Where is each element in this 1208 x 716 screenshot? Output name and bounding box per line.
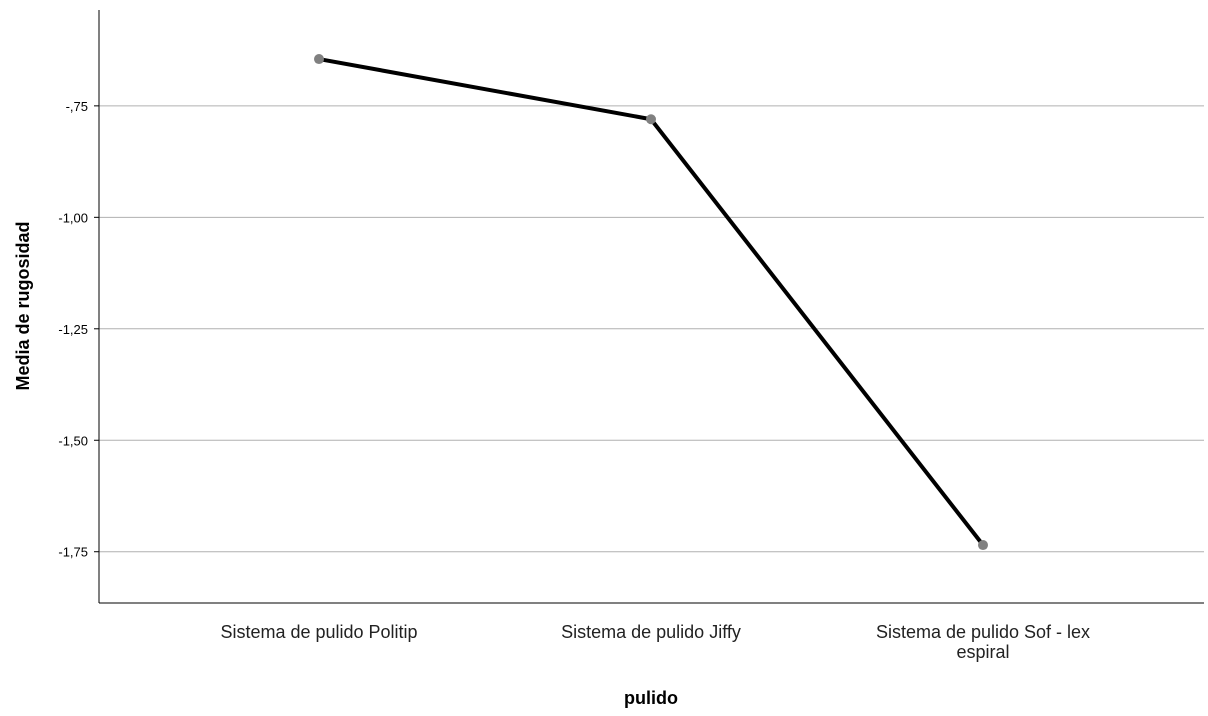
data-point — [314, 54, 324, 65]
y-tick-label: -,75 — [66, 99, 88, 114]
x-category-label-line: Sistema de pulido Jiffy — [561, 622, 741, 642]
series-line — [317, 57, 985, 548]
data-point — [646, 114, 656, 125]
series-group — [314, 54, 988, 551]
y-tick-label: -1,50 — [58, 433, 88, 448]
x-category-labels: Sistema de pulido Politip Sistema de puli… — [220, 622, 1090, 662]
x-category-label: Sistema de pulido Jiffy — [561, 622, 741, 642]
x-category-label-line: Sistema de pulido Sof - lex — [876, 622, 1090, 642]
y-tick-label: -1,75 — [58, 545, 88, 560]
x-category-label-line: Sistema de pulido Politip — [220, 622, 417, 642]
y-axis-title: Media de rugosidad — [13, 221, 33, 390]
x-category-label: Sistema de pulido Politip — [220, 622, 417, 642]
x-axis-title: pulido — [624, 688, 678, 708]
x-category-label-line: espiral — [956, 642, 1009, 662]
y-tick-label: -1,25 — [58, 322, 88, 337]
x-category-label: Sistema de pulido Sof - lex espiral — [876, 622, 1090, 662]
data-point — [978, 540, 988, 551]
y-tick-label: -1,00 — [58, 210, 88, 225]
axes — [94, 10, 1204, 604]
y-tick-labels: -,75 -1,00 -1,25 -1,50 -1,75 — [58, 99, 88, 560]
grid-lines — [99, 105, 1204, 553]
